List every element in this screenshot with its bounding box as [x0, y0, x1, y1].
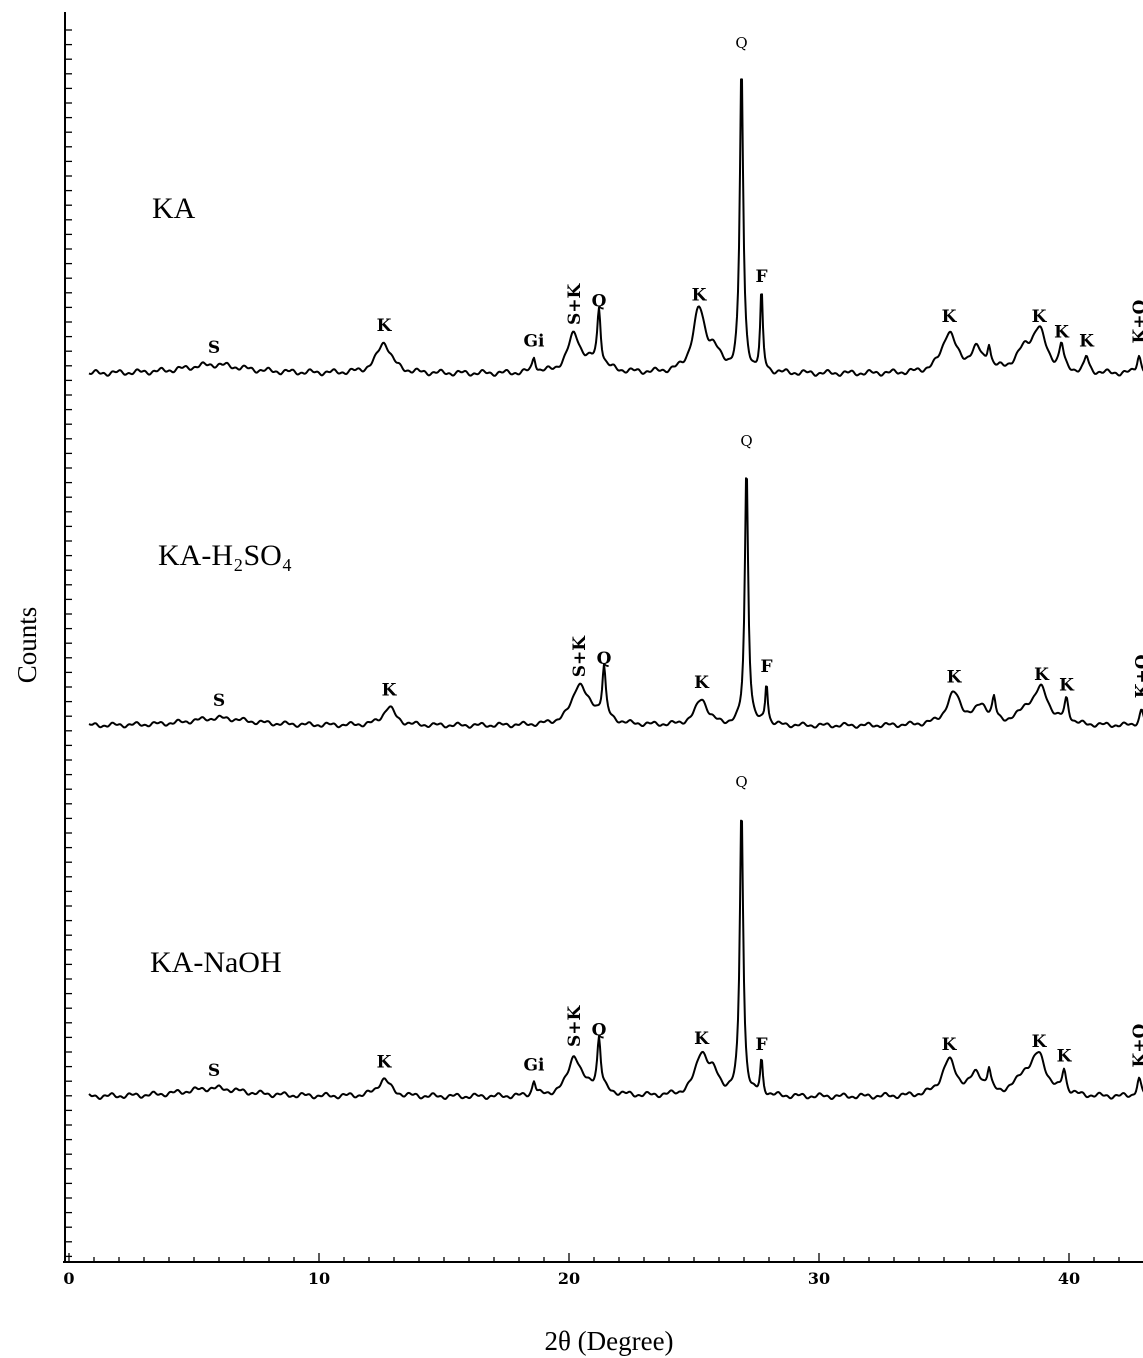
x-tick-labels: 0 10 20 30 40	[63, 1269, 1080, 1288]
peak-label-2-16: K+Q	[1130, 1023, 1143, 1067]
series-label-0: KA	[152, 192, 196, 225]
traces	[88, 78, 1143, 1100]
y-axis-title: Counts	[12, 607, 42, 684]
x-ticks	[68, 1253, 1120, 1262]
peak-label-0-2: Gi	[524, 332, 546, 352]
x-tick-label-20: 20	[558, 1269, 580, 1288]
peak-label-2-9: F	[755, 1035, 767, 1055]
peak-label-0-0: S	[208, 338, 220, 358]
peak-label-1-5: K	[694, 673, 710, 693]
peak-label-1-7: F	[760, 657, 772, 677]
peak-label-2-8: Q	[735, 773, 747, 791]
peak-label-1-0: S	[213, 691, 225, 711]
peak-label-1-4: Q	[597, 649, 612, 669]
peak-label-0-1: K	[377, 316, 393, 336]
peak-label-0-8: Q	[735, 34, 747, 52]
peak-label-1-8: K	[947, 668, 963, 688]
x-tick-label-40: 40	[1058, 1269, 1080, 1288]
series-labels: KA KA-H₂SO₄ KA-NaOH	[150, 192, 292, 979]
peak-label-2-0: S	[208, 1061, 220, 1081]
peak-label-1-2: S+K	[570, 635, 590, 678]
trace-series-2	[88, 819, 1143, 1100]
peak-label-0-9: F	[755, 267, 767, 287]
peak-label-1-12: K	[1034, 665, 1050, 685]
peak-label-2-6: K	[694, 1029, 710, 1049]
peak-label-0-15: K	[1054, 322, 1070, 342]
peak-label-0-6: K	[692, 285, 708, 305]
peak-label-1-1: K	[382, 681, 398, 701]
axes: 0 10 20 30 40	[63, 12, 1143, 1288]
y-minor-ticks	[65, 29, 72, 1258]
peak-label-1-6: Q	[740, 432, 752, 450]
trace-series-0	[88, 78, 1143, 377]
peak-label-0-10: K	[942, 307, 958, 327]
x-tick-label-30: 30	[808, 1269, 830, 1288]
peak-label-2-1: K	[377, 1053, 393, 1073]
series-label-2: KA-NaOH	[150, 946, 282, 979]
peak-label-0-3: S+K	[565, 282, 585, 325]
peak-label-2-15: K	[1057, 1047, 1073, 1067]
peak-label-0-14: K	[1032, 307, 1048, 327]
peak-label-2-3: S+K	[565, 1004, 585, 1047]
peak-label-0-17: K+Q	[1130, 299, 1143, 343]
trace-series-1	[88, 477, 1143, 729]
peak-label-2-2: Gi	[524, 1055, 546, 1075]
series-label-1: KA-H₂SO₄	[158, 539, 292, 572]
x-tick-label-10: 10	[308, 1269, 330, 1288]
peak-label-0-5: Q	[592, 292, 607, 312]
peak-label-2-5: Q	[592, 1020, 607, 1040]
peak-label-1-14: K+Q	[1133, 654, 1143, 698]
peak-label-1-13: K	[1059, 675, 1075, 695]
peak-label-2-10: K	[942, 1035, 958, 1055]
x-axis-title: 2θ (Degree)	[544, 1326, 673, 1356]
peak-label-0-16: K	[1079, 332, 1095, 352]
peak-label-2-14: K	[1032, 1032, 1048, 1052]
x-tick-label-0: 0	[63, 1269, 74, 1288]
